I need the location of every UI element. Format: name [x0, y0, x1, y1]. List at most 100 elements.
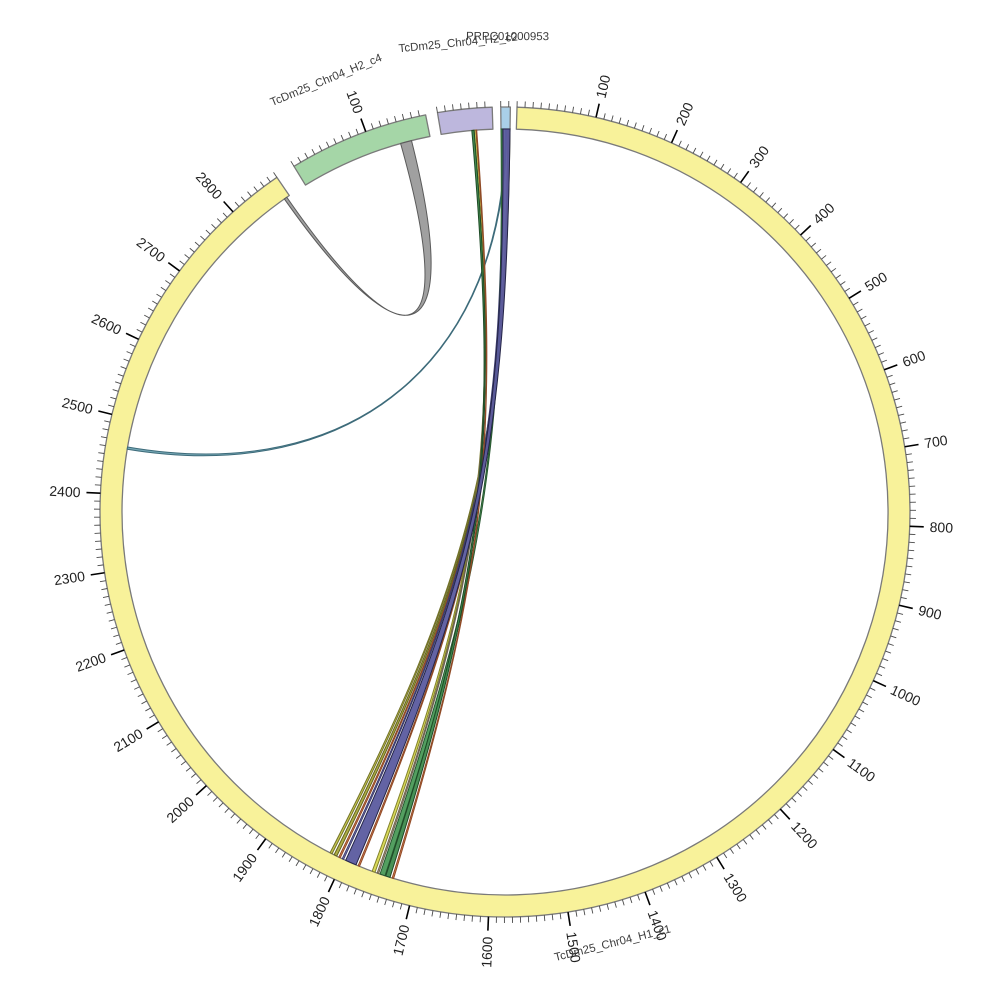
tick-label-h1-2200: 2200 — [73, 649, 108, 675]
minor-tick-h1 — [794, 224, 800, 230]
minor-tick-h1 — [837, 742, 843, 747]
tick-label-h1-1100: 1100 — [845, 755, 879, 786]
minor-tick-h1 — [169, 273, 176, 278]
minor-tick-h1 — [905, 573, 912, 576]
segment-label-h2c4: TcDm25_Chr04_H2_c4 — [269, 52, 385, 109]
minor-tick-h1 — [253, 186, 258, 192]
minor-tick-h1 — [136, 329, 143, 333]
minor-tick-h2c2 — [460, 103, 462, 110]
minor-tick-h1 — [598, 905, 602, 912]
minor-tick-h1 — [709, 861, 714, 867]
minor-tick-h1 — [110, 396, 117, 400]
minor-tick-h1 — [681, 876, 685, 882]
tick-label-h1-2100: 2100 — [111, 725, 146, 755]
minor-tick-h1 — [207, 791, 213, 796]
minor-tick-h1 — [869, 687, 876, 691]
minor-tick-h1 — [807, 780, 813, 785]
minor-tick-h1 — [895, 620, 902, 623]
minor-tick-h1 — [692, 147, 697, 154]
minor-tick-h1 — [902, 589, 909, 592]
minor-tick-h1 — [866, 694, 872, 699]
minor-tick-h1 — [791, 797, 797, 803]
minor-tick-h1 — [674, 879, 678, 886]
tick-label-h1-900: 900 — [917, 602, 944, 623]
minor-tick-h1 — [901, 429, 908, 432]
minor-tick-h1 — [96, 468, 103, 470]
minor-tick-h1 — [338, 882, 343, 889]
minor-tick-h1 — [856, 308, 863, 313]
major-tick-h1 — [670, 129, 679, 144]
minor-tick-h1 — [765, 197, 771, 203]
minor-tick-h1 — [160, 286, 167, 291]
link-ribbon-salmon-thin — [391, 129, 488, 880]
minor-tick-h1 — [104, 420, 111, 423]
minor-tick-h1 — [95, 548, 102, 551]
minor-tick-h1 — [621, 899, 625, 906]
minor-tick-h1 — [753, 187, 758, 193]
minor-tick-h1 — [896, 405, 903, 409]
major-tick-h1 — [110, 649, 125, 656]
segment-label-pitc: PRPC01000953 — [466, 31, 549, 43]
minor-tick-h1 — [141, 700, 148, 705]
minor-tick-h1 — [759, 192, 764, 198]
major-tick-h1 — [223, 200, 234, 213]
minor-tick-h2c4 — [378, 120, 382, 127]
minor-tick-h1 — [152, 300, 158, 305]
minor-tick-h1 — [816, 248, 822, 254]
minor-tick-h1 — [112, 389, 119, 392]
link-ribbon-green-b — [379, 128, 504, 877]
minor-tick-h1 — [117, 373, 124, 377]
minor-tick-h1 — [897, 612, 904, 615]
tick-label-h1-300: 300 — [746, 142, 773, 170]
minor-tick-h1 — [564, 105, 567, 112]
major-tick-h1 — [86, 491, 101, 495]
minor-tick-h1 — [101, 588, 108, 591]
minor-tick-h1 — [376, 896, 380, 903]
minor-tick-h1 — [783, 213, 789, 219]
minor-tick-h1 — [130, 679, 137, 683]
tick-label-h1-2000: 2000 — [163, 793, 197, 826]
minor-tick-h1 — [868, 330, 874, 334]
minor-tick-h1 — [100, 436, 107, 439]
minor-tick-h1 — [746, 182, 751, 188]
minor-tick-h2c2 — [444, 105, 446, 112]
minor-tick-h1 — [742, 839, 748, 845]
tick-label-h1-1200: 1200 — [788, 818, 821, 852]
minor-tick-h1 — [835, 274, 841, 279]
minor-tick-h1 — [720, 163, 725, 170]
minor-tick-h1 — [900, 597, 907, 600]
minor-tick-h1 — [828, 755, 834, 760]
minor-tick-h1 — [844, 287, 851, 292]
minor-tick-h1 — [637, 894, 640, 901]
minor-tick-h2c4 — [326, 141, 330, 148]
minor-tick-h1 — [587, 109, 590, 116]
minor-tick-h1 — [666, 882, 671, 889]
minor-tick-h1 — [656, 130, 660, 137]
minor-tick-h1 — [384, 899, 387, 906]
minor-tick-h1 — [242, 823, 248, 829]
minor-tick-h1 — [236, 818, 242, 824]
minor-tick-h1 — [813, 774, 819, 779]
minor-tick-h1 — [540, 102, 542, 109]
minor-tick-h1 — [892, 627, 899, 631]
tick-label-h1-1700: 1700 — [390, 923, 413, 957]
minor-tick-h1 — [108, 404, 115, 408]
minor-tick-h1 — [140, 321, 146, 326]
major-tick-h1 — [195, 785, 207, 796]
minor-tick-h1 — [659, 886, 663, 892]
minor-tick-h1 — [556, 104, 558, 111]
tick-label-h1-600: 600 — [900, 347, 928, 370]
minor-tick-h1 — [98, 452, 105, 454]
minor-tick-h1 — [641, 125, 645, 132]
minor-tick-h1 — [97, 460, 104, 462]
minor-tick-h1 — [879, 665, 886, 669]
major-tick-h1 — [779, 808, 791, 820]
minor-tick-h1 — [431, 910, 434, 917]
minor-tick-h2c4 — [333, 138, 337, 145]
minor-tick-h1 — [166, 741, 172, 746]
minor-tick-h1 — [180, 760, 187, 766]
minor-tick-h1 — [826, 261, 832, 266]
minor-tick-h1 — [184, 254, 190, 259]
minor-tick-h2c4 — [311, 148, 316, 155]
